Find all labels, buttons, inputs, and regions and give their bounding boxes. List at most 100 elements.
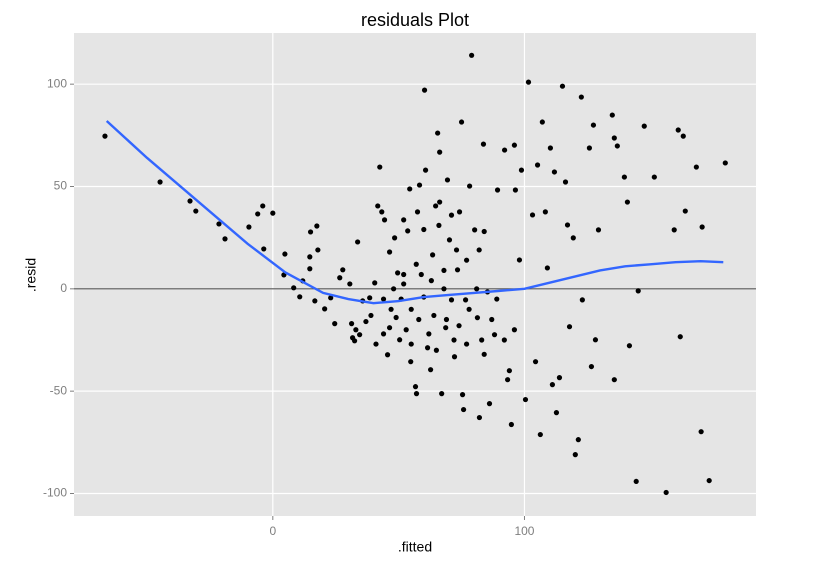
point (611, 377, 617, 383)
point (368, 312, 374, 319)
point (693, 164, 699, 170)
point (216, 221, 222, 227)
point (436, 222, 442, 228)
point (474, 286, 480, 292)
point (413, 261, 419, 267)
point (451, 337, 457, 343)
point (328, 295, 334, 301)
chart-title: residuals Plot (361, 10, 469, 30)
point (430, 252, 436, 258)
point (706, 477, 712, 484)
point (474, 315, 481, 321)
y-tick-label: 100 (47, 76, 67, 90)
point (355, 239, 361, 245)
point (437, 199, 443, 205)
point (458, 119, 465, 125)
point (525, 79, 532, 85)
point (633, 478, 639, 485)
point (314, 223, 320, 229)
point (307, 266, 313, 272)
point (418, 271, 424, 278)
point (352, 338, 358, 344)
point (307, 254, 313, 260)
point (537, 431, 543, 438)
point (611, 135, 617, 141)
point (491, 332, 498, 338)
x-tick-label: 100 (514, 524, 534, 538)
point (407, 186, 413, 192)
point (671, 227, 677, 233)
point (408, 306, 414, 312)
point (564, 222, 571, 228)
point (384, 352, 391, 358)
point (187, 198, 193, 204)
smooth-line (105, 120, 724, 305)
point (572, 452, 578, 458)
point (532, 359, 539, 365)
point (479, 337, 485, 343)
point (553, 410, 560, 416)
point (433, 203, 439, 209)
point (363, 318, 369, 325)
point (443, 316, 450, 323)
point (529, 212, 536, 218)
point (451, 354, 458, 360)
point (480, 141, 487, 147)
point (260, 203, 266, 209)
point (501, 147, 508, 153)
point (467, 183, 473, 189)
point (441, 267, 447, 274)
point (501, 337, 507, 343)
point (408, 341, 414, 347)
point (481, 228, 487, 235)
point (506, 368, 512, 374)
point (453, 247, 460, 253)
point (462, 297, 469, 303)
point (332, 321, 338, 327)
point (322, 306, 328, 312)
point (428, 367, 434, 373)
point (373, 341, 379, 347)
point (494, 296, 500, 302)
point (444, 177, 451, 183)
point (522, 396, 529, 403)
point (626, 343, 633, 349)
point (428, 278, 434, 284)
point (486, 401, 493, 407)
point (312, 298, 318, 304)
point (421, 226, 427, 233)
point (459, 392, 466, 398)
point (246, 224, 252, 230)
point (388, 306, 394, 312)
point (348, 321, 355, 327)
point (481, 351, 487, 357)
point (592, 337, 599, 343)
point (443, 325, 449, 331)
point (403, 327, 409, 333)
point (566, 324, 573, 330)
point (675, 127, 681, 133)
point (448, 297, 455, 303)
point (595, 227, 602, 233)
point (422, 167, 429, 173)
point (357, 332, 363, 338)
point (291, 285, 297, 291)
point (379, 209, 385, 215)
point (377, 164, 383, 170)
point (380, 296, 387, 302)
point (489, 316, 495, 323)
point (386, 325, 393, 331)
point (551, 169, 558, 175)
point (579, 297, 585, 303)
point (391, 286, 397, 292)
point (193, 208, 199, 214)
x-tick-label: 0 (269, 524, 276, 538)
point (375, 203, 381, 209)
point (621, 174, 627, 180)
point (421, 87, 428, 93)
point (677, 334, 683, 340)
point (609, 112, 615, 118)
point (476, 247, 482, 253)
point (372, 280, 378, 286)
